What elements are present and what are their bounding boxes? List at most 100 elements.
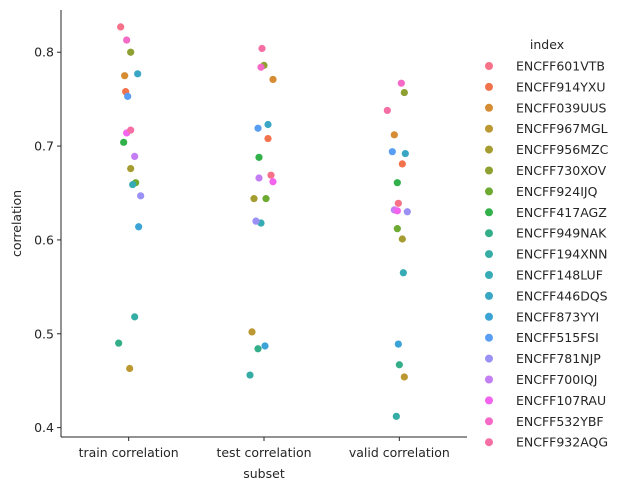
data-point (257, 63, 265, 71)
data-point (401, 149, 409, 158)
legend-label: ENCFF956MZC (516, 142, 609, 157)
legend-marker (485, 396, 493, 405)
legend-label: ENCFF949NAK (516, 226, 607, 241)
legend-marker (485, 229, 493, 238)
legend-label: ENCFF932AQG (516, 435, 608, 450)
legend-label: ENCFF194XNN (516, 247, 607, 262)
data-point (248, 328, 256, 336)
data-point (258, 44, 266, 53)
legend-label: ENCFF967MGL (516, 121, 608, 136)
data-point (261, 342, 269, 350)
legend-label: ENCFF039UUS (516, 100, 607, 115)
legend-marker (485, 166, 493, 175)
legend-marker (485, 438, 493, 447)
data-point (397, 79, 405, 87)
data-point (267, 171, 275, 179)
legend-marker (485, 187, 493, 196)
data-point (252, 217, 260, 225)
data-point (398, 160, 406, 168)
data-point (246, 371, 254, 379)
x-tick-label: test correlation (216, 445, 311, 460)
legend-label: ENCFF417AGZ (516, 205, 607, 220)
legend-label: ENCFF914YXU (516, 79, 606, 94)
legend-marker (485, 103, 493, 112)
data-point (394, 340, 402, 348)
legend-marker (485, 62, 493, 70)
data-point (117, 23, 125, 31)
legend-marker (485, 354, 493, 363)
legend-label: ENCFF781NJP (516, 351, 601, 366)
data-point (127, 165, 135, 173)
legend: index ENCFF601VTB ENCFF914YXU ENCFF039UUS EN… (485, 37, 609, 450)
data-point (121, 72, 129, 80)
data-point (255, 153, 263, 161)
data-point (137, 192, 145, 200)
data-point (394, 199, 402, 207)
y-tick-label: 0.8 (34, 45, 54, 60)
legend-label: ENCFF924IJQ (516, 184, 598, 199)
data-point (127, 48, 135, 56)
legend-label: ENCFF107RAU (516, 393, 606, 408)
legend-label: ENCFF148LUF (516, 268, 603, 283)
data-point (254, 345, 262, 353)
data-point (403, 208, 411, 216)
data-point (120, 138, 128, 146)
data-point (131, 152, 139, 160)
data-point (393, 225, 401, 233)
data-point (127, 126, 135, 134)
data-point (135, 223, 143, 231)
data-point (390, 131, 398, 139)
legend-label: ENCFF601VTB (516, 59, 605, 74)
legend-marker (485, 291, 493, 300)
axes: 0.4 0.5 0.6 0.7 0.8 train correlation test cor… (9, 10, 467, 481)
data-point (395, 361, 403, 369)
legend-marker (485, 208, 493, 217)
data-point (115, 339, 123, 347)
data-point (398, 235, 406, 243)
y-axis-title: correlation (9, 190, 24, 257)
legend-marker (485, 333, 493, 342)
data-point (123, 36, 131, 44)
data-point (383, 106, 391, 115)
legend-title: index (530, 37, 564, 52)
data-point (269, 178, 277, 186)
data-point (399, 269, 407, 277)
data-point (134, 70, 142, 78)
legend-label: ENCFF700IQJ (516, 372, 597, 387)
legend-marker (485, 82, 493, 91)
data-point (126, 364, 134, 373)
x-axis-title: subset (243, 466, 285, 481)
x-tick-label: train correlation (79, 445, 179, 460)
y-tick-label: 0.6 (34, 232, 54, 247)
y-tick-label: 0.4 (34, 420, 54, 435)
data-point (400, 373, 408, 381)
legend-label: ENCFF873YYI (516, 309, 599, 324)
data-point (388, 148, 396, 156)
legend-marker (485, 271, 493, 279)
legend-marker (485, 375, 493, 384)
data-point (392, 412, 400, 420)
data-point (250, 195, 258, 203)
data-point (124, 92, 132, 100)
data-point (264, 134, 272, 143)
data-point (129, 180, 137, 189)
legend-marker (485, 417, 493, 426)
data-point (400, 88, 408, 97)
data-point (262, 195, 270, 203)
legend-marker (485, 145, 493, 154)
legend-label: ENCFF515FSI (516, 330, 599, 345)
data-point (264, 120, 272, 129)
legend-marker (485, 124, 493, 133)
data-point (131, 313, 139, 321)
x-tick-label: valid correlation (349, 445, 450, 460)
data-point (393, 207, 401, 215)
data-point (255, 174, 263, 182)
legend-marker (485, 250, 493, 259)
y-tick-label: 0.5 (34, 326, 54, 341)
legend-marker (485, 312, 493, 321)
data-point (393, 179, 401, 187)
legend-label: ENCFF532YBF (516, 414, 604, 429)
data-point (254, 124, 262, 132)
data-point (269, 75, 277, 84)
